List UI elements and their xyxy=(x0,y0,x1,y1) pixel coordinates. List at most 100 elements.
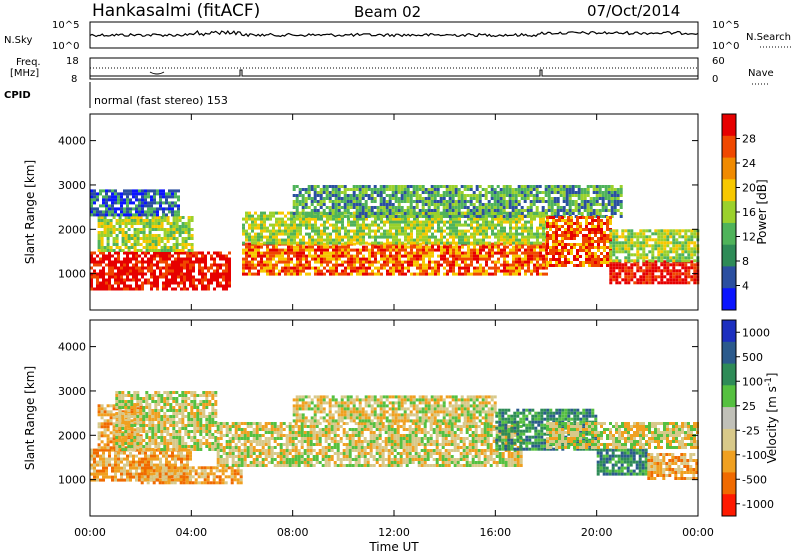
power-cell xyxy=(99,257,102,261)
power-cell xyxy=(219,272,222,276)
power-cell xyxy=(416,245,419,249)
power-cell xyxy=(160,219,164,222)
power-cell xyxy=(180,287,183,291)
power-cell xyxy=(597,222,600,225)
power-cell xyxy=(177,195,180,199)
power-cell xyxy=(589,212,593,215)
power-cell xyxy=(347,235,350,239)
power-cell xyxy=(347,272,350,276)
power-cell xyxy=(293,269,296,273)
power-cell xyxy=(562,209,566,212)
power-cell xyxy=(304,215,308,218)
power-cell xyxy=(496,191,500,194)
power-cell xyxy=(436,212,440,215)
power-cell xyxy=(371,272,374,276)
power-cell xyxy=(299,263,302,267)
power-cell xyxy=(311,238,314,242)
power-cell xyxy=(117,275,120,279)
power-cell xyxy=(561,243,564,246)
power-cell xyxy=(577,197,581,200)
power-cell xyxy=(148,246,152,249)
power-cell xyxy=(564,237,567,240)
power-cell xyxy=(458,254,461,258)
velocity-cell xyxy=(96,478,99,482)
power-cell xyxy=(505,188,509,191)
power-cell xyxy=(254,251,257,255)
power-cell xyxy=(129,251,132,255)
power-cell xyxy=(506,269,509,273)
power-cell xyxy=(284,248,287,252)
power-cell xyxy=(136,216,140,219)
power-cell xyxy=(530,226,533,230)
power-cell xyxy=(494,245,497,249)
power-cell xyxy=(609,278,613,282)
power-cell xyxy=(272,251,275,255)
power-cell xyxy=(219,275,222,279)
power-cell xyxy=(108,287,111,291)
power-cell xyxy=(171,287,174,291)
power-cell xyxy=(530,254,533,258)
velocity-cell xyxy=(96,463,99,467)
power-cell xyxy=(323,232,326,236)
power-cell xyxy=(636,263,640,267)
power-cell xyxy=(595,203,599,206)
power-cell xyxy=(320,248,323,252)
power-cell xyxy=(392,257,395,261)
power-cell xyxy=(511,194,515,197)
power-cell xyxy=(545,257,548,261)
power-cell xyxy=(310,215,314,218)
power-cell xyxy=(129,210,132,214)
power-cell xyxy=(567,249,570,252)
power-cell xyxy=(385,209,389,212)
power-cell xyxy=(213,263,216,267)
power-cell xyxy=(313,200,317,203)
power-cell xyxy=(93,192,96,196)
power-cell xyxy=(503,257,506,261)
power-cell xyxy=(466,209,470,212)
power-cell xyxy=(114,251,117,255)
power-cell xyxy=(452,245,455,249)
power-cell xyxy=(398,223,401,227)
power-cell xyxy=(464,235,467,239)
power-cell xyxy=(449,229,452,233)
power-cell xyxy=(371,220,374,224)
velocity-cell xyxy=(153,448,156,452)
power-cell xyxy=(455,254,458,258)
power-cell xyxy=(114,189,117,193)
power-cell xyxy=(248,223,251,227)
power-cell xyxy=(105,201,108,205)
power-cell xyxy=(257,263,260,267)
power-cell xyxy=(430,203,434,206)
power-cell xyxy=(380,232,383,236)
power-cell xyxy=(648,229,652,233)
power-cell xyxy=(115,246,119,249)
power-cell xyxy=(565,185,569,188)
power-cell xyxy=(491,266,494,270)
power-cell xyxy=(105,198,108,202)
power-cell xyxy=(493,206,497,209)
power-cell xyxy=(162,284,165,288)
power-cell xyxy=(358,197,362,200)
power-cell xyxy=(607,209,611,212)
power-cell xyxy=(117,269,120,273)
power-cell xyxy=(430,194,434,197)
power-cell xyxy=(171,272,174,276)
power-cell xyxy=(651,269,655,273)
power-cell xyxy=(427,200,431,203)
power-cell xyxy=(207,278,210,282)
power-cell xyxy=(642,241,646,245)
power-cell xyxy=(454,209,458,212)
power-cell xyxy=(567,237,570,240)
velocity-cell xyxy=(174,460,177,464)
power-cell xyxy=(337,212,341,215)
power-cell xyxy=(539,245,542,249)
power-cell xyxy=(583,206,587,209)
power-cell xyxy=(627,241,631,245)
power-cell xyxy=(316,200,320,203)
power-cell xyxy=(684,247,688,251)
power-cell xyxy=(153,278,156,282)
power-cell xyxy=(558,219,561,222)
power-cell xyxy=(123,198,126,202)
power-cell xyxy=(428,251,431,255)
power-cell xyxy=(600,219,603,222)
